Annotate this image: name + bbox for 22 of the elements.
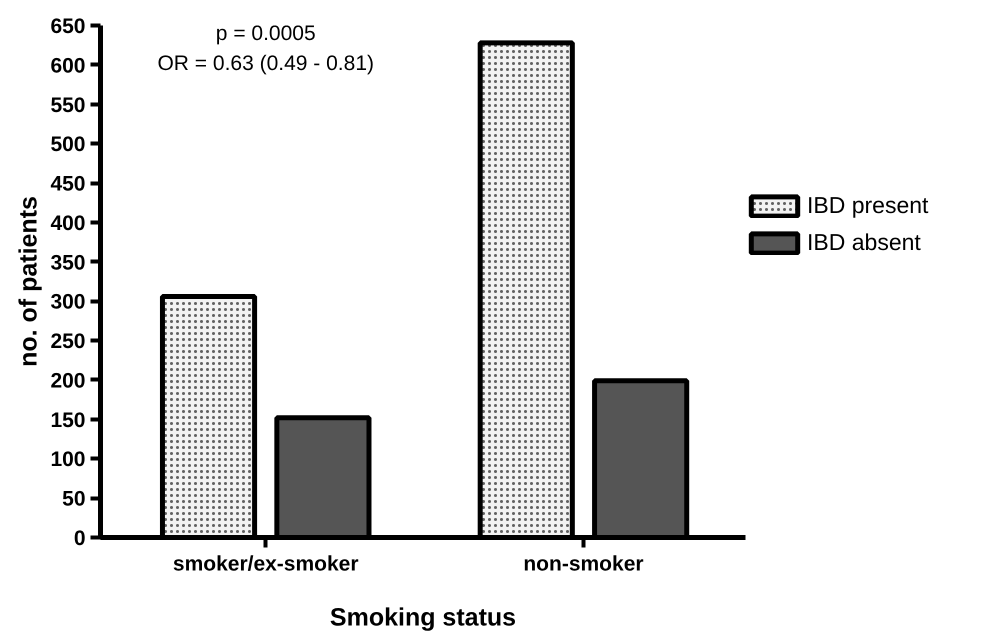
x-tick-label: non-smoker (523, 552, 644, 576)
y-tick-label: 100 (50, 448, 86, 472)
y-axis-title: no. of patients (14, 196, 42, 367)
y-tick-label: 200 (50, 369, 86, 392)
y-tick-label: 500 (50, 133, 86, 156)
x-tick-label: smoker/ex-smoker (172, 552, 359, 576)
y-tick-label: 450 (50, 172, 86, 196)
y-tick-label: 0 (74, 527, 86, 550)
y-tick-label: 550 (50, 94, 86, 117)
y-tick-label: 650 (50, 15, 86, 38)
annotation: p = 0.0005 (216, 22, 316, 45)
y-tick-label: 250 (50, 330, 86, 354)
y-tick-label: 400 (50, 212, 86, 235)
y-tick-label: 150 (50, 408, 86, 432)
y-tick-label: 350 (50, 251, 86, 274)
y-tick-label: 300 (50, 290, 86, 314)
legend-label: IBD absent (807, 229, 921, 256)
y-tick-label: 600 (50, 54, 86, 78)
legend-label: IBD present (807, 192, 928, 219)
annotation: OR = 0.63 (0.49 - 0.81) (157, 52, 374, 75)
x-axis-title: Smoking status (330, 604, 516, 632)
y-tick-label: 50 (62, 488, 86, 511)
